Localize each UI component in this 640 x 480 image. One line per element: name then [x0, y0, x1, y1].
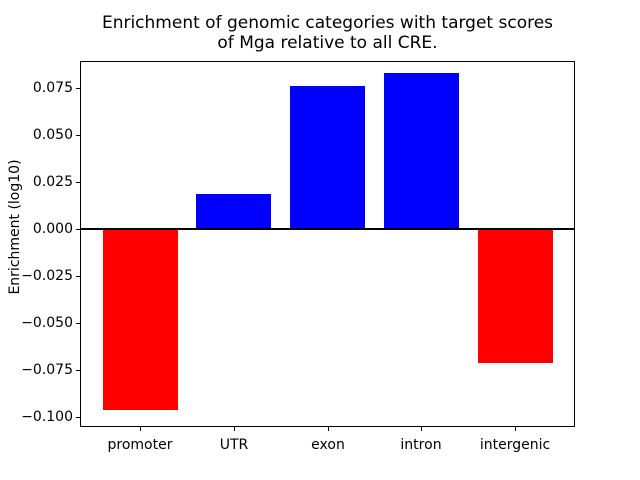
bar-exon	[290, 86, 365, 230]
y-tick-label: −0.025	[21, 268, 73, 284]
x-tick-label: intergenic	[479, 437, 551, 453]
y-tick-label: 0.025	[32, 174, 73, 190]
zero-line	[80, 228, 575, 230]
y-tick-label: 0.050	[32, 127, 73, 143]
plot-area	[80, 61, 575, 427]
x-tick-label: promoter	[107, 437, 173, 453]
x-tick-mark	[234, 427, 235, 431]
bar-UTR	[196, 193, 272, 230]
x-tick-label: exon	[311, 437, 345, 453]
y-tick-mark	[76, 417, 80, 418]
x-tick-label: UTR	[219, 437, 249, 453]
y-tick-mark	[76, 276, 80, 277]
x-tick-label: intron	[400, 437, 442, 453]
y-tick-mark	[76, 182, 80, 183]
bar-promoter	[102, 229, 178, 410]
y-tick-mark	[76, 88, 80, 89]
x-tick-mark	[421, 427, 422, 431]
y-tick-label: 0.000	[32, 221, 73, 237]
y-tick-label: 0.075	[32, 80, 73, 96]
bar-intron	[383, 73, 459, 230]
y-tick-label: −0.100	[21, 409, 73, 425]
y-tick-label: −0.075	[21, 362, 73, 378]
y-tick-label: −0.050	[21, 315, 73, 331]
y-tick-mark	[76, 370, 80, 371]
chart-title: Enrichment of genomic categories with ta…	[80, 13, 575, 53]
x-tick-mark	[328, 427, 329, 431]
chart-title-line-1: Enrichment of genomic categories with ta…	[101, 13, 554, 33]
bar-intergenic	[477, 229, 553, 363]
y-tick-mark	[76, 323, 80, 324]
y-tick-mark	[76, 135, 80, 136]
x-tick-mark	[515, 427, 516, 431]
y-tick-mark	[76, 229, 80, 230]
chart-title-line-2: of Mga relative to all CRE.	[217, 33, 438, 53]
x-tick-mark	[140, 427, 141, 431]
